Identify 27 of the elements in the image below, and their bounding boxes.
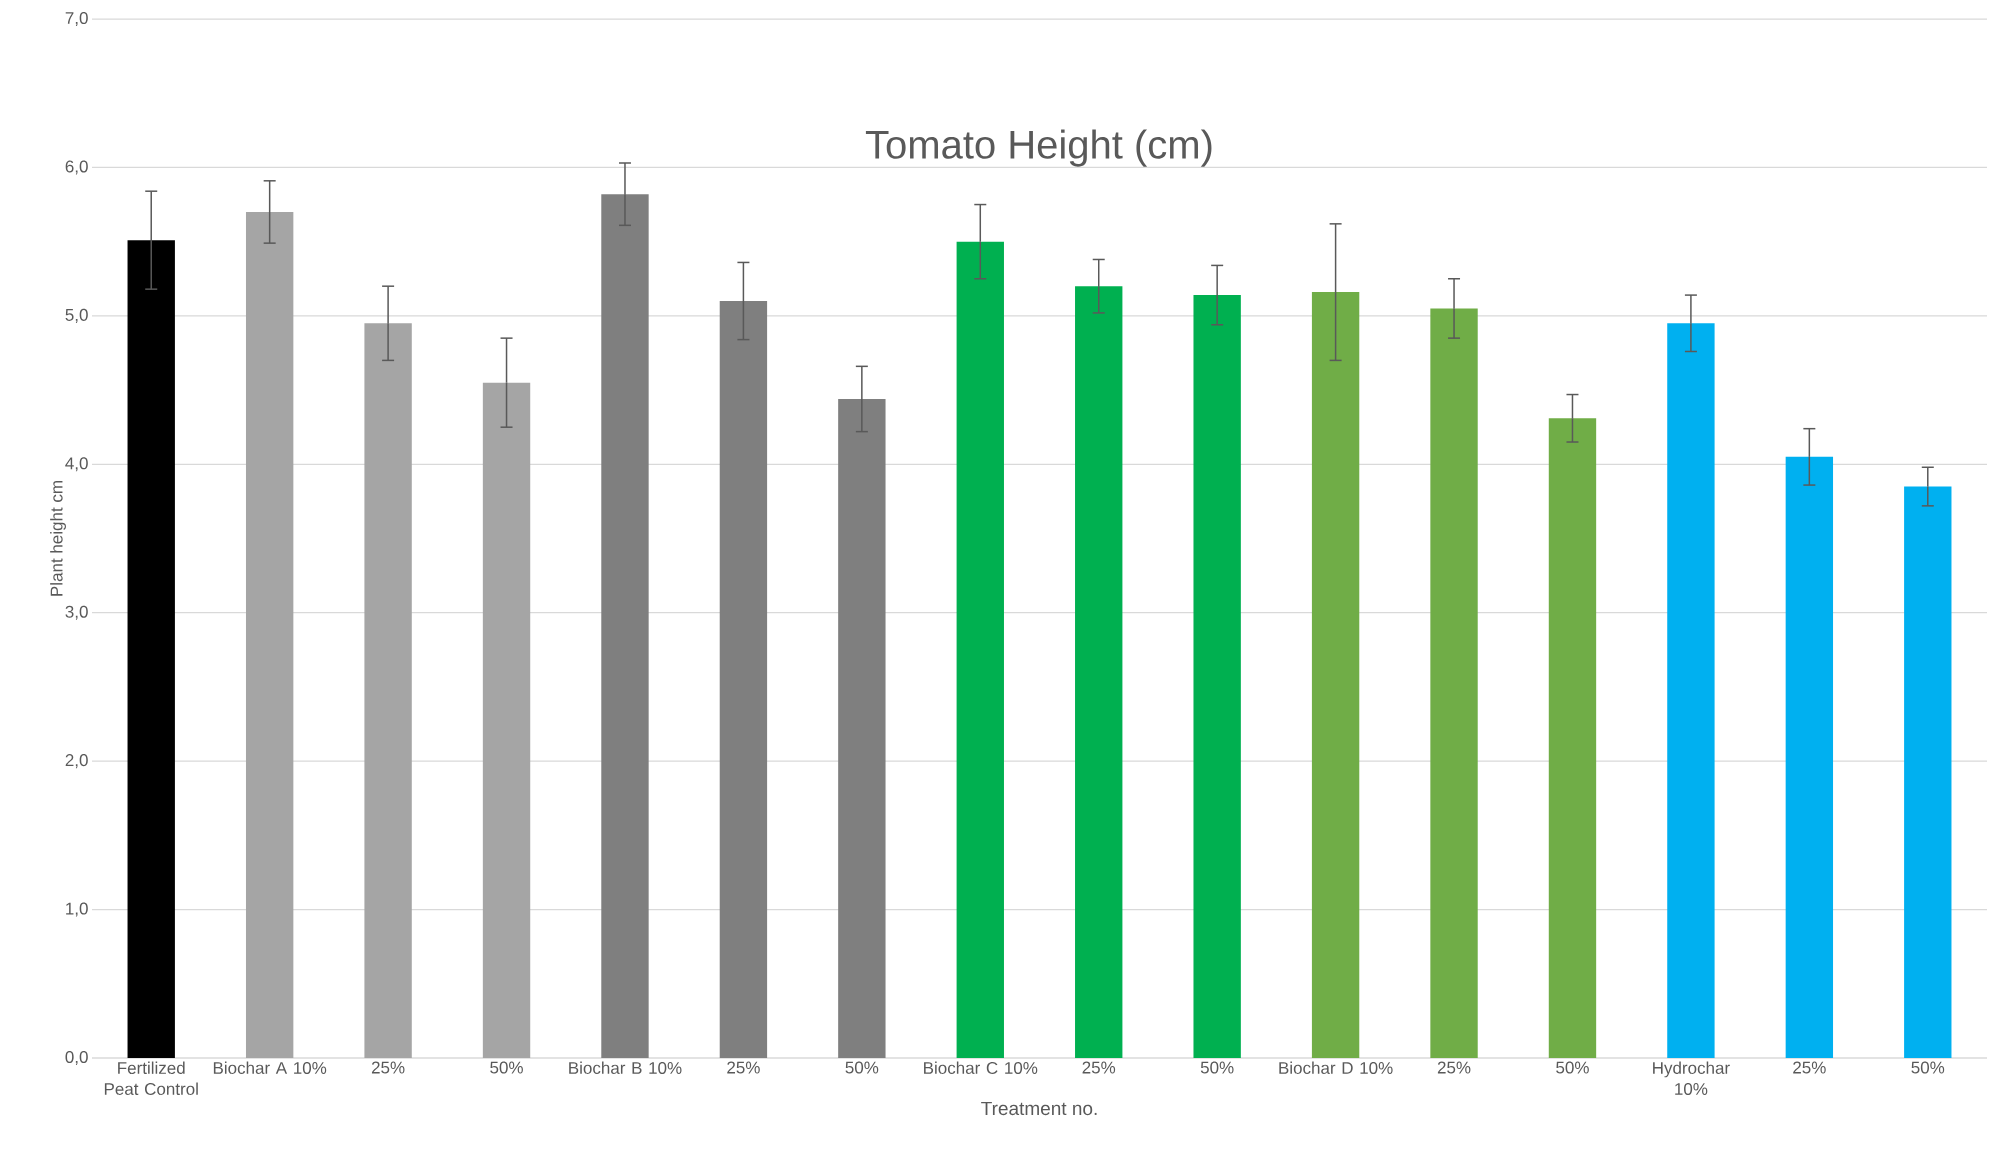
y-axis-title: Plant height cm bbox=[50, 481, 66, 596]
x-tick-label: 25% bbox=[1437, 1061, 1471, 1074]
x-tick-label: 25% bbox=[371, 1061, 405, 1074]
y-tick-label: 2,0 bbox=[65, 754, 88, 769]
x-tick-label: 25% bbox=[1082, 1061, 1116, 1074]
x-tick-label: 25% bbox=[1793, 1061, 1826, 1074]
x-tick-label: Biochar D 10% bbox=[1279, 1061, 1393, 1075]
x-tick-label: 50% bbox=[1556, 1061, 1589, 1074]
x-axis-title: Treatment no. bbox=[981, 1101, 1097, 1116]
text: Tomato Height (cm) bbox=[865, 129, 1212, 167]
x-tick-label: 25% bbox=[727, 1061, 760, 1074]
y-tick-label: 1,0 bbox=[66, 902, 88, 917]
x-tick-label: Fertilized Peat Control bbox=[104, 1061, 198, 1096]
x-tick-label: Hydrochar 10% bbox=[1653, 1061, 1730, 1096]
x-tick-label: Biochar B 10% bbox=[569, 1061, 682, 1075]
y-tick-label: 3,0 bbox=[65, 605, 88, 620]
y-tick-label: 5,0 bbox=[65, 308, 88, 323]
x-tick-label: 50% bbox=[1200, 1061, 1234, 1074]
x-tick-label: Biochar C 10% bbox=[924, 1061, 1038, 1075]
y-tick-label: 6,0 bbox=[65, 160, 88, 175]
x-tick-label: 50% bbox=[490, 1061, 523, 1074]
x-tick-label: 50% bbox=[1911, 1061, 1945, 1074]
y-tick-label: 4,0 bbox=[65, 457, 88, 472]
y-tick-label: 0,0 bbox=[65, 1050, 88, 1066]
x-tick-label: Biochar A 10% bbox=[213, 1061, 327, 1075]
x-tick-label: 50% bbox=[845, 1061, 879, 1074]
y-tick-label: 7,0 bbox=[65, 12, 88, 27]
